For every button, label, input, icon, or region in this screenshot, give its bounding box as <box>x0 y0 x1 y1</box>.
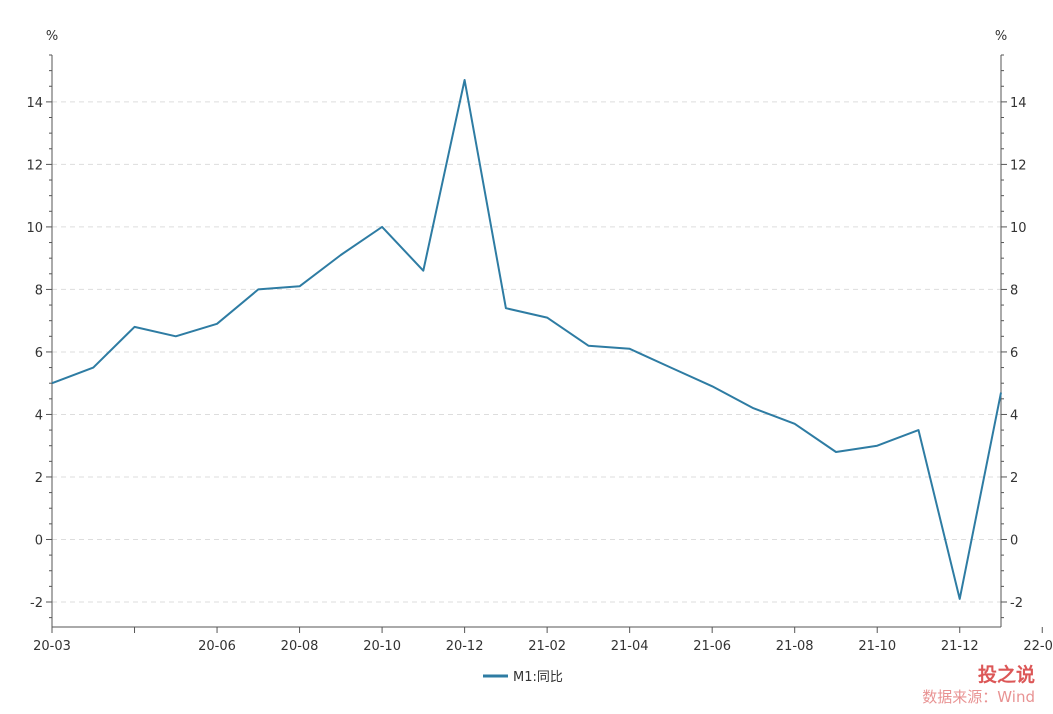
left-y-tick-label: 6 <box>35 346 43 361</box>
x-tick-label: 20-08 <box>281 639 319 654</box>
x-ticks: 20-03 20-06 20-08 20-10 20-12 21-02 21-04 21-06… <box>33 627 1053 654</box>
x-tick-label: 20-10 <box>363 639 401 654</box>
watermark-source-text: 数据来源：Wind <box>922 688 1035 706</box>
left-y-tick-label: 10 <box>26 221 43 236</box>
left-y-tick-label: 4 <box>35 408 43 423</box>
right-y-ticks: -2 0 2 4 6 8 10 12 14 <box>1001 54 1027 619</box>
legend[interactable]: M1:同比 <box>483 670 563 685</box>
gridlines <box>52 101 1001 603</box>
x-tick-label: 21-02 <box>528 639 566 654</box>
left-y-tick-label: 2 <box>35 471 43 486</box>
axes <box>51 55 1002 628</box>
left-y-tick-label: 0 <box>35 533 43 548</box>
right-y-tick-label: 8 <box>1010 283 1018 298</box>
watermark-logo-text: 投之说 <box>978 663 1035 686</box>
x-tick-label: 21-10 <box>858 639 896 654</box>
x-tick-label: 21-08 <box>776 639 814 654</box>
right-y-tick-label: -2 <box>1010 596 1023 611</box>
left-y-ticks: -2 0 2 4 6 8 10 12 14 <box>26 54 52 619</box>
right-y-tick-label: 12 <box>1010 158 1027 173</box>
left-y-tick-label: 12 <box>26 158 43 173</box>
legend-label: M1:同比 <box>513 670 563 685</box>
left-y-tick-label: -2 <box>30 596 43 611</box>
x-tick-label: 21-06 <box>693 639 731 654</box>
left-y-unit-label: % <box>46 29 58 44</box>
left-y-tick-label: 8 <box>35 283 43 298</box>
right-y-tick-label: 4 <box>1010 408 1018 423</box>
x-tick-label: 21-12 <box>941 639 979 654</box>
right-y-tick-label: 2 <box>1010 471 1018 486</box>
x-tick-label: 20-12 <box>446 639 484 654</box>
right-y-tick-label: 10 <box>1010 221 1027 236</box>
series-line <box>51 79 1002 600</box>
x-tick-label: 22-02 <box>1023 639 1053 654</box>
right-y-tick-label: 0 <box>1010 533 1018 548</box>
right-y-tick-label: 14 <box>1010 96 1027 111</box>
x-tick-label: 20-06 <box>198 639 236 654</box>
series-lines <box>51 79 1002 600</box>
x-tick-label: 21-04 <box>611 639 649 654</box>
x-tick-label: 20-03 <box>33 639 71 654</box>
right-y-tick-label: 6 <box>1010 346 1018 361</box>
right-y-unit-label: % <box>995 29 1007 44</box>
left-y-tick-label: 14 <box>26 96 43 111</box>
watermark: 投之说 数据来源：Wind <box>922 663 1035 706</box>
